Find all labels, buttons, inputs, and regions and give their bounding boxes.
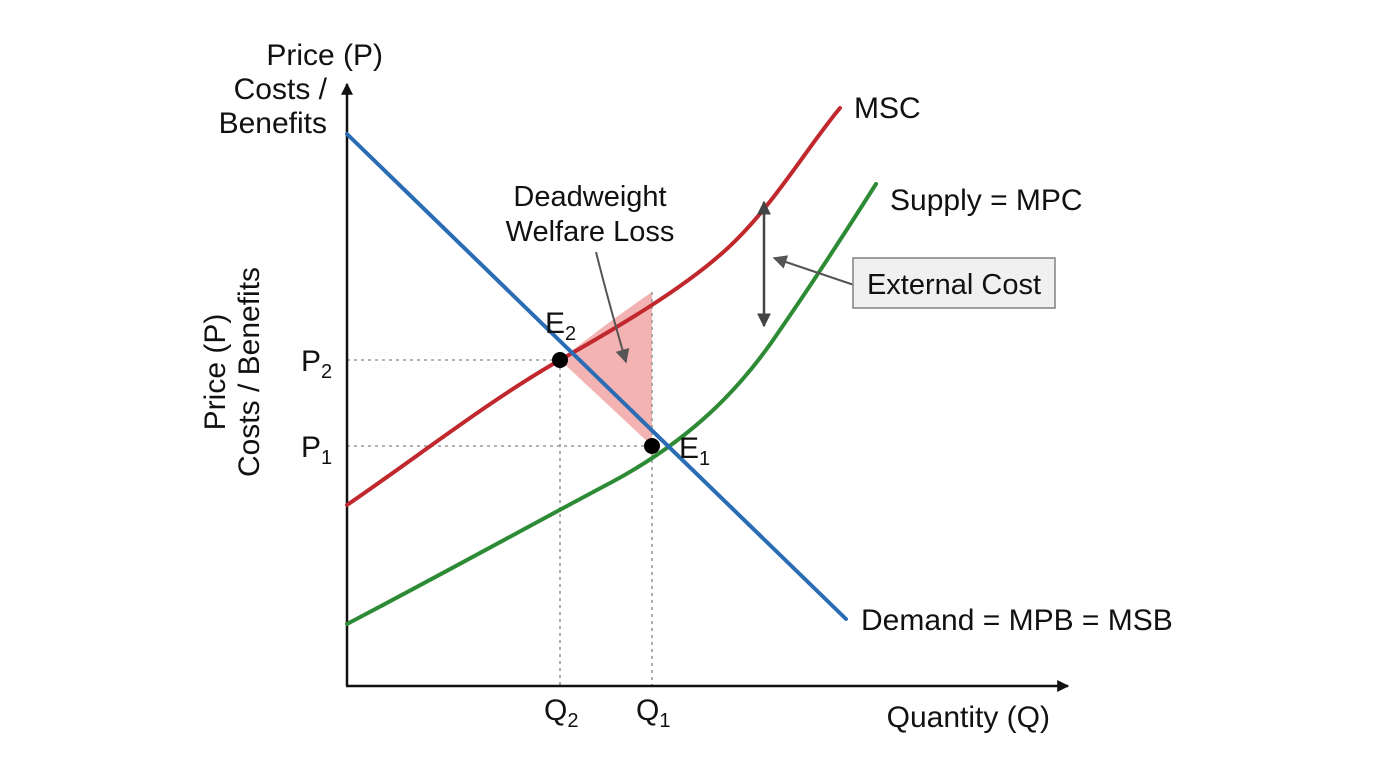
demand-label: Demand = MPB = MSB — [861, 604, 1173, 637]
msc-label: MSC — [854, 92, 921, 125]
y-axis-side-label-line2: Costs / Benefits — [233, 267, 266, 477]
supply-mpc-curve — [345, 182, 878, 626]
p2-label: P2 — [301, 345, 332, 383]
e2-point — [552, 352, 568, 368]
e2-label: E2 — [545, 307, 576, 345]
y-axis-top-label-line1: Price (P) — [266, 39, 383, 72]
x-axis-label: Quantity (Q) — [887, 701, 1050, 734]
y-axis-top-label-line2: Costs / — [234, 73, 328, 106]
deadweight-label-line2: Welfare Loss — [506, 216, 675, 248]
y-axis-top-label-line3: Benefits — [219, 107, 327, 140]
deadweight-label-line1: Deadweight — [513, 181, 666, 213]
p1-label: P1 — [301, 431, 332, 469]
demand-curve — [345, 132, 848, 621]
deadweight-pointer-arrow — [595, 251, 630, 364]
external-cost-pointer-arrow — [772, 255, 855, 286]
q1-label: Q1 — [636, 694, 670, 732]
q2-label: Q2 — [544, 694, 578, 732]
msc-curve — [345, 106, 842, 507]
external-cost-label: External Cost — [867, 269, 1041, 301]
y-axis-side-label: Price (P) Costs / Benefits — [199, 267, 266, 477]
supply-label: Supply = MPC — [890, 184, 1083, 217]
guide-lines — [347, 292, 653, 686]
e1-label: E1 — [679, 432, 710, 470]
external-cost-box — [852, 257, 1056, 309]
y-axis-side-label-line1: Price (P) — [199, 314, 232, 431]
e1-point — [644, 438, 660, 454]
